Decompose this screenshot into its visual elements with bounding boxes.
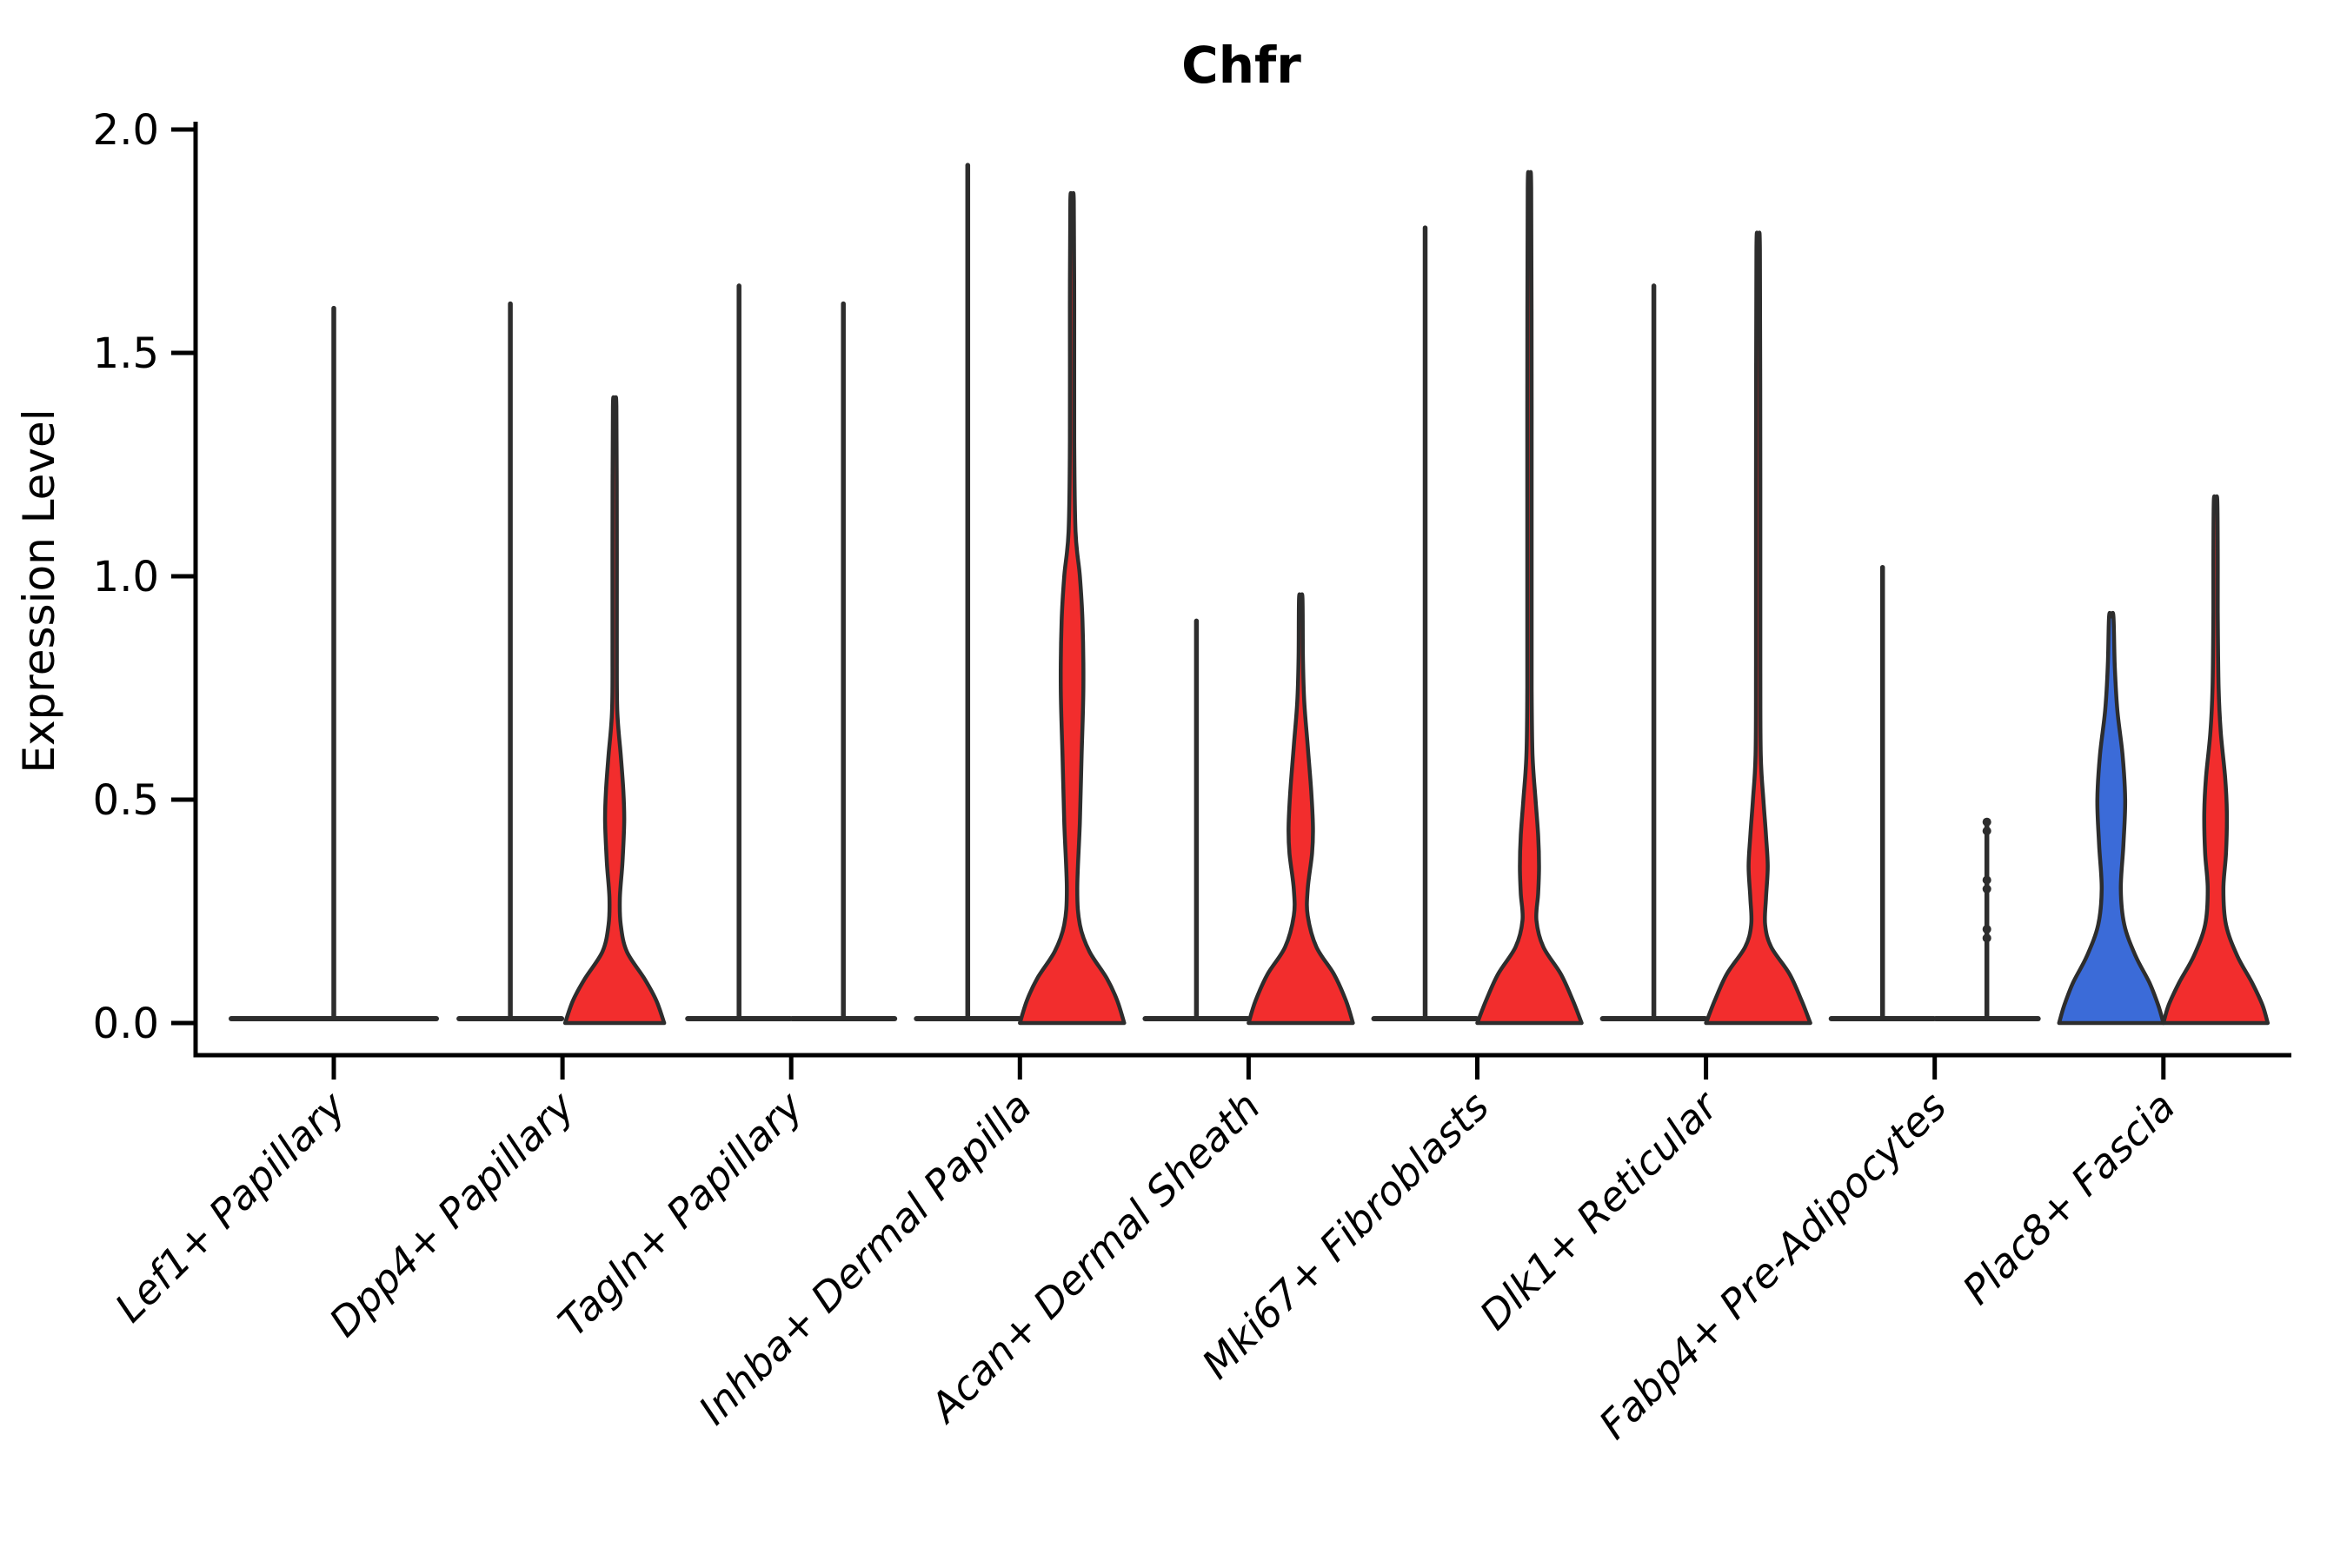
jitter-point — [1982, 826, 1991, 835]
violin-red — [1247, 592, 1355, 1026]
jitter-point — [1982, 933, 1991, 943]
violin-blue — [2057, 610, 2166, 1026]
axes — [171, 122, 2291, 1080]
violin-red — [1018, 190, 1127, 1026]
chart-title: Chfr — [1181, 36, 1301, 95]
x-tick-label: Dpp4+ Papillary — [320, 1082, 583, 1345]
x-tick-label: Lef1+ Papillary — [106, 1082, 355, 1331]
violin-red — [1704, 230, 1812, 1026]
y-tick-label: 0.5 — [93, 776, 159, 825]
x-tick-label: Plac8+ Fascia — [1953, 1083, 2184, 1313]
x-tick-label: Dlk1+ Reticular — [1471, 1080, 1729, 1339]
x-tick-label: Tagln+ Papillary — [549, 1082, 813, 1345]
violin-red — [2161, 494, 2271, 1026]
violin-red — [1475, 169, 1584, 1026]
jitter-point — [1982, 875, 1991, 885]
jitter-point — [1982, 884, 1991, 894]
violin-red — [562, 395, 667, 1026]
y-tick-label: 2.0 — [93, 106, 159, 155]
y-axis-label: Expression Level — [14, 409, 64, 773]
jitter-point — [1982, 925, 1991, 934]
violins — [229, 163, 2271, 1026]
y-tick-label: 0.0 — [93, 1000, 159, 1048]
y-tick-label: 1.5 — [93, 329, 159, 378]
y-tick-label: 1.0 — [93, 553, 159, 601]
jitter-point — [1982, 817, 1991, 827]
